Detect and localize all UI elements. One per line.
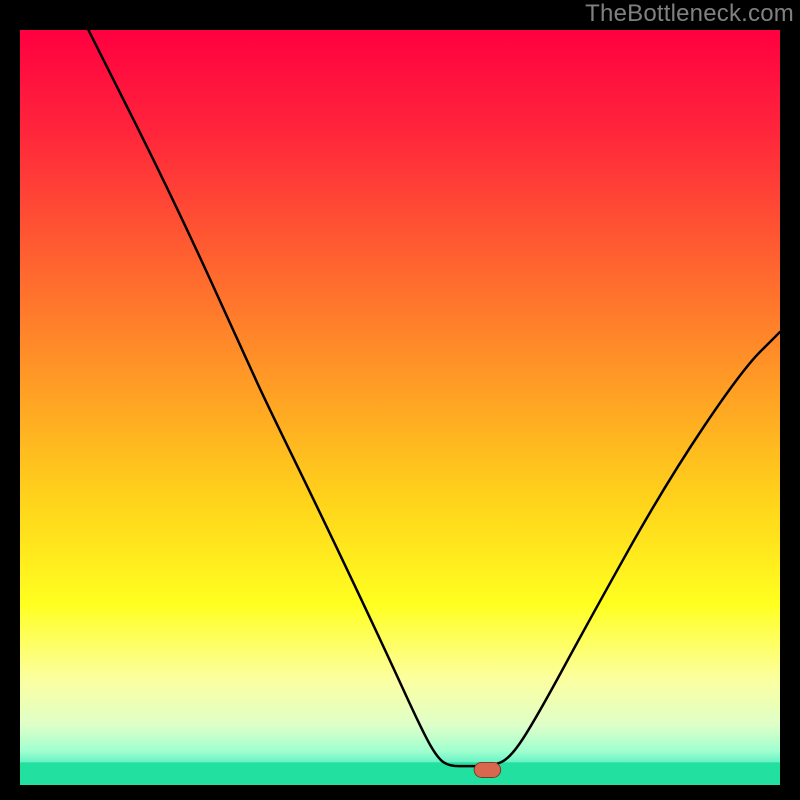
bottleneck-chart: [20, 30, 780, 785]
marker-pill: [474, 762, 501, 777]
chart-frame: TheBottleneck.com: [0, 0, 800, 800]
green-band: [20, 762, 780, 785]
watermark-text: TheBottleneck.com: [585, 0, 794, 28]
chart-background: [20, 30, 780, 785]
plot-area: [20, 30, 780, 785]
